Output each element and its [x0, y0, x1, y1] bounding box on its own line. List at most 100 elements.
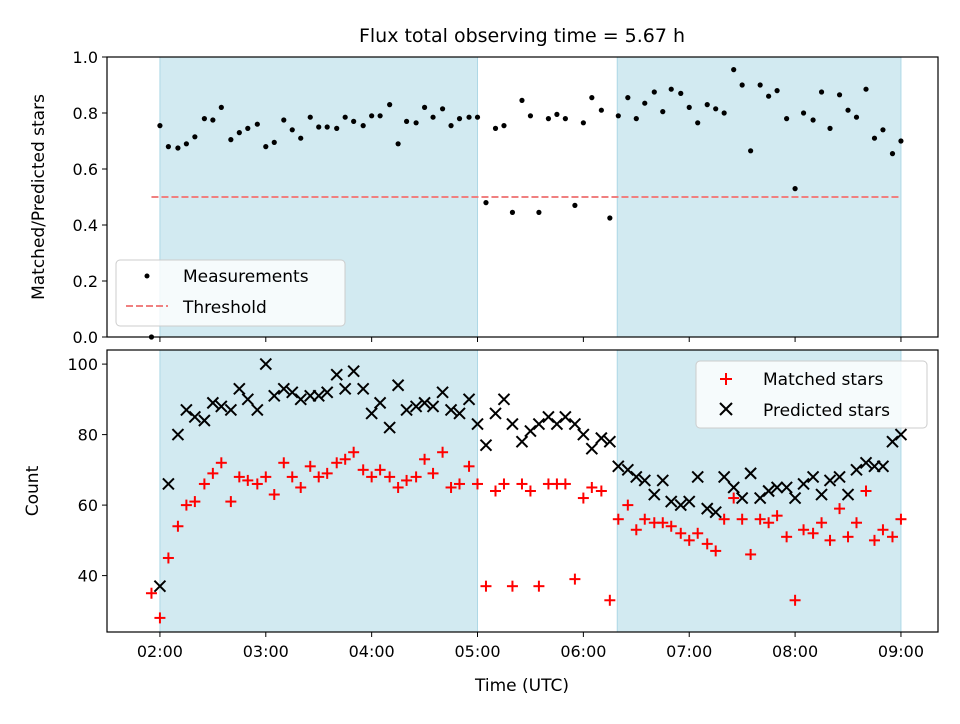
legend-predicted-label: Predicted stars — [763, 401, 890, 421]
measurement-point — [456, 116, 463, 122]
matched-point — [612, 513, 624, 525]
predicted-point — [665, 495, 678, 508]
matched-point — [189, 496, 201, 508]
x-tick-label: 08:00 — [772, 642, 818, 661]
measurement-point — [678, 90, 684, 96]
measurement-point — [607, 215, 613, 221]
matched-point — [233, 471, 245, 483]
top-y-tick-label: 0.2 — [73, 272, 98, 291]
measurement-point — [810, 117, 816, 123]
measurement-point — [642, 100, 648, 106]
matched-point — [331, 457, 343, 469]
matched-point — [771, 510, 783, 522]
matched-point — [807, 527, 819, 539]
measurement-point — [421, 104, 428, 110]
predicted-point — [701, 502, 714, 515]
matched-point — [683, 534, 695, 546]
measurement-point — [898, 138, 904, 144]
measurement-point — [536, 209, 542, 215]
measurement-point — [492, 125, 499, 131]
measurement-point — [704, 102, 710, 108]
measurement-point — [342, 114, 348, 120]
predicted-point — [453, 407, 466, 420]
measurement-point — [192, 134, 198, 140]
predicted-point — [709, 505, 722, 519]
matched-point — [268, 489, 280, 501]
matched-point — [162, 552, 174, 564]
measurement-point — [387, 102, 393, 108]
predicted-point — [515, 435, 529, 448]
predicted-point — [630, 470, 643, 484]
measurement-point — [316, 124, 322, 130]
predicted-point — [462, 393, 476, 406]
measurement-point — [633, 116, 639, 122]
legend-measurements-label: Measurements — [183, 267, 309, 287]
matched-point — [754, 513, 766, 525]
measurement-point — [827, 125, 833, 131]
matched-point — [260, 471, 272, 483]
matched-point — [304, 460, 316, 472]
x-tick-label: 09:00 — [878, 642, 924, 661]
predicted-point — [806, 470, 820, 484]
matched-point — [604, 594, 616, 606]
matched-point — [763, 517, 775, 529]
matched-point — [718, 513, 730, 525]
measurement-point — [175, 145, 181, 151]
bottom-legend-box — [695, 360, 928, 429]
predicted-point — [162, 477, 175, 491]
predicted-point — [648, 488, 661, 501]
matched-point — [842, 531, 854, 543]
matched-point — [445, 481, 457, 493]
bottom-y-tick-label: 100 — [67, 355, 98, 374]
matched-point — [701, 538, 713, 550]
measurement-point — [625, 95, 631, 101]
matched-point — [834, 503, 846, 515]
legend-predicted-marker — [719, 402, 733, 416]
bottom-y-tick-label: 60 — [78, 496, 98, 515]
predicted-point — [797, 477, 810, 491]
top-y-tick-label: 0.4 — [73, 216, 98, 235]
matched-point — [639, 513, 651, 525]
matched-point — [736, 513, 748, 525]
predicted-point — [286, 386, 299, 399]
measurement-point — [307, 114, 313, 120]
predicted-point — [823, 474, 837, 487]
predicted-point — [251, 403, 264, 417]
matched-point — [745, 548, 757, 560]
x-tick-label: 07:00 — [666, 642, 712, 661]
measurement-point — [562, 116, 568, 122]
measurement-point — [360, 123, 366, 129]
measurement-point — [766, 93, 772, 99]
matched-point — [313, 471, 325, 483]
measurement-point — [218, 104, 224, 110]
measurement-point — [377, 113, 383, 119]
predicted-point — [621, 463, 635, 477]
matched-point — [172, 520, 184, 532]
bottom-y-tick-label: 40 — [78, 567, 98, 586]
predicted-point — [277, 382, 290, 395]
matched-point — [295, 481, 307, 493]
predicted-point — [436, 386, 449, 399]
matched-point — [410, 471, 422, 483]
measurement-point — [254, 121, 260, 127]
measurement-point — [615, 113, 621, 119]
matched-point — [225, 496, 237, 508]
matched-point — [789, 594, 801, 606]
predicted-point — [859, 456, 873, 470]
matched-point — [180, 499, 192, 511]
predicted-point — [762, 484, 775, 498]
measurement-point — [210, 117, 216, 123]
measurement-point — [289, 127, 295, 133]
measurement-point — [545, 116, 552, 122]
chart-title: Flux total observing time = 5.67 h — [359, 25, 685, 47]
predicted-point — [585, 442, 599, 455]
predicted-point — [479, 438, 493, 452]
measurement-point — [845, 107, 851, 113]
predicted-point — [198, 414, 211, 427]
predicted-point — [595, 431, 608, 445]
measurement-point — [413, 120, 419, 126]
predicted-point — [365, 407, 378, 420]
predicted-point — [683, 495, 696, 508]
measurement-point — [157, 123, 163, 129]
predicted-point — [418, 396, 431, 410]
